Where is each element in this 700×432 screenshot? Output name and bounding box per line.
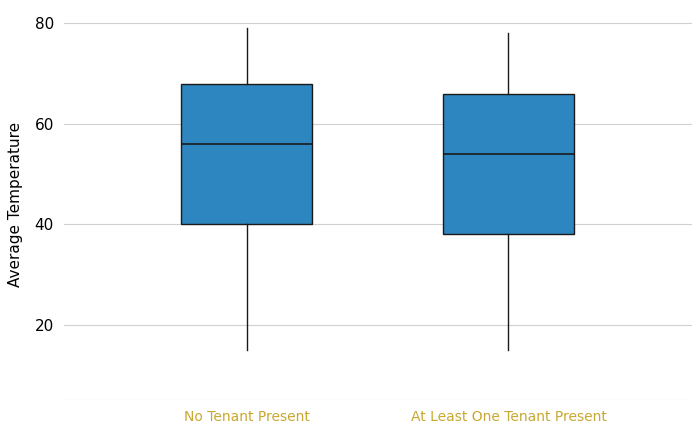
PathPatch shape [181,84,312,224]
PathPatch shape [443,94,574,234]
Y-axis label: Average Temperature: Average Temperature [8,121,23,287]
